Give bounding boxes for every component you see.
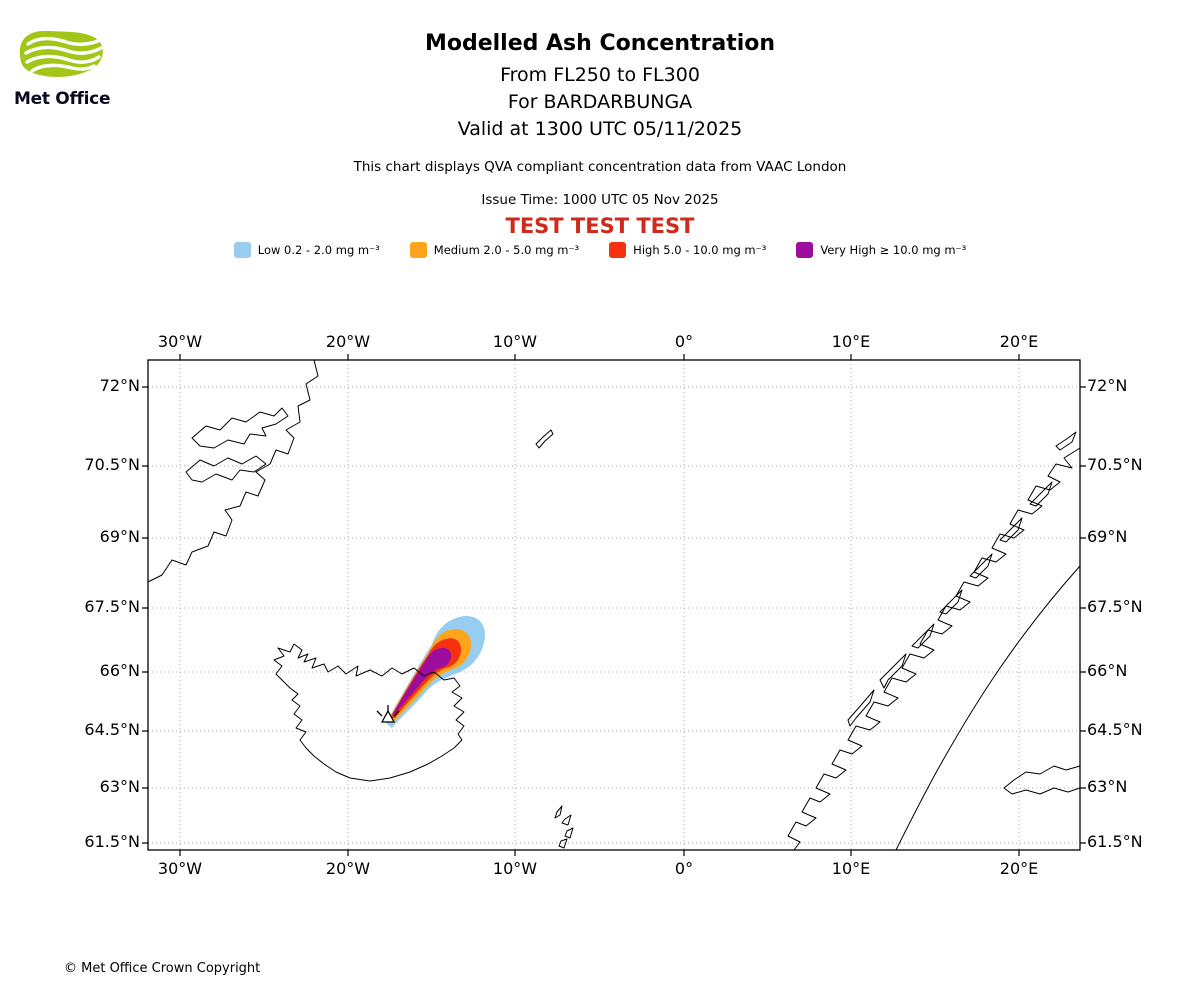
legend-swatch-low (233, 242, 251, 258)
lat-label: 72°N (1087, 376, 1128, 395)
legend-item-high: High 5.0 - 10.0 mg m⁻³ (609, 242, 766, 258)
coastline-bottom-right (1003, 765, 1081, 795)
legend-label-very-high: Very High ≥ 10.0 mg m⁻³ (820, 243, 967, 257)
lat-label: 66°N (1087, 661, 1128, 680)
coastline-norway (787, 447, 1081, 851)
lat-label: 67.5°N (1087, 597, 1143, 616)
legend-item-medium: Medium 2.0 - 5.0 mg m⁻³ (409, 242, 580, 258)
coastline-iceland (273, 643, 465, 782)
legend-swatch-medium (409, 242, 427, 258)
lat-label: 63°N (99, 777, 140, 796)
lon-label: 30°W (157, 859, 203, 878)
test-banner: TEST TEST TEST (505, 214, 695, 238)
gridlines (148, 360, 1080, 850)
legend-item-low: Low 0.2 - 2.0 mg m⁻³ (233, 242, 380, 258)
volcano-icon (376, 705, 400, 723)
subtitle-volcano: For BARDARBUNGA (507, 91, 693, 113)
copyright-notice: © Met Office Crown Copyright (64, 961, 261, 976)
lon-label: 20°W (325, 332, 371, 351)
map-frame (147, 359, 1081, 851)
legend-label-high: High 5.0 - 10.0 mg m⁻³ (633, 243, 767, 257)
coastline-faroe-islands (554, 805, 574, 849)
lon-label: 10°E (831, 332, 871, 351)
lat-label: 69°N (1087, 527, 1128, 546)
lat-label: 67.5°N (84, 597, 140, 616)
ash-plume-very-high (392, 647, 452, 715)
lon-label: 10°W (492, 332, 538, 351)
coastline-greenland (147, 359, 319, 583)
legend-swatch-high (609, 242, 627, 258)
lon-label: 0° (674, 859, 694, 878)
coastline-jan-mayen (535, 429, 554, 449)
axis-ticks (142, 354, 1086, 856)
subtitle-valid-time: Valid at 1300 UTC 05/11/2025 (457, 118, 743, 140)
met-office-wave-icon (19, 30, 103, 77)
map-svg (142, 354, 1086, 856)
lat-label: 61.5°N (1087, 832, 1143, 851)
coastlines (147, 359, 1081, 851)
lat-label: 63°N (1087, 777, 1128, 796)
legend-label-medium: Medium 2.0 - 5.0 mg m⁻³ (433, 243, 580, 257)
met-office-logo: Met Office (14, 26, 126, 109)
lon-label: 20°E (999, 859, 1039, 878)
page-title: Modelled Ash Concentration (424, 31, 776, 56)
lon-label: 10°W (492, 859, 538, 878)
lon-label: 0° (674, 332, 694, 351)
lat-label: 70.5°N (84, 455, 140, 474)
coastline-norway-islands (847, 431, 1077, 727)
qva-note: This chart displays QVA compliant concen… (353, 159, 847, 175)
legend-item-very-high: Very High ≥ 10.0 mg m⁻³ (796, 242, 966, 258)
norway-border-line (895, 565, 1081, 851)
lon-label: 30°W (157, 332, 203, 351)
lat-label: 66°N (99, 661, 140, 680)
legend-swatch-very-high (796, 242, 814, 258)
legend: Low 0.2 - 2.0 mg m⁻³ Medium 2.0 - 5.0 mg… (0, 242, 1200, 258)
lat-label: 64.5°N (84, 720, 140, 739)
lat-label: 72°N (99, 376, 140, 395)
logo-waves (24, 36, 103, 73)
lat-label: 64.5°N (1087, 720, 1143, 739)
coastline-greenland-fjords (185, 407, 289, 483)
lon-label: 20°E (999, 332, 1039, 351)
issue-time: Issue Time: 1000 UTC 05 Nov 2025 (481, 192, 719, 208)
ash-plume (386, 616, 486, 728)
map-background (148, 360, 1080, 850)
lat-label: 70.5°N (1087, 455, 1143, 474)
lon-label: 10°E (831, 859, 871, 878)
lat-label: 69°N (99, 527, 140, 546)
legend-label-low: Low 0.2 - 2.0 mg m⁻³ (257, 243, 380, 257)
lat-label: 61.5°N (84, 832, 140, 851)
logo-wordmark: Met Office (14, 89, 111, 109)
lon-label: 20°W (325, 859, 371, 878)
subtitle-flight-levels: From FL250 to FL300 (500, 64, 700, 86)
